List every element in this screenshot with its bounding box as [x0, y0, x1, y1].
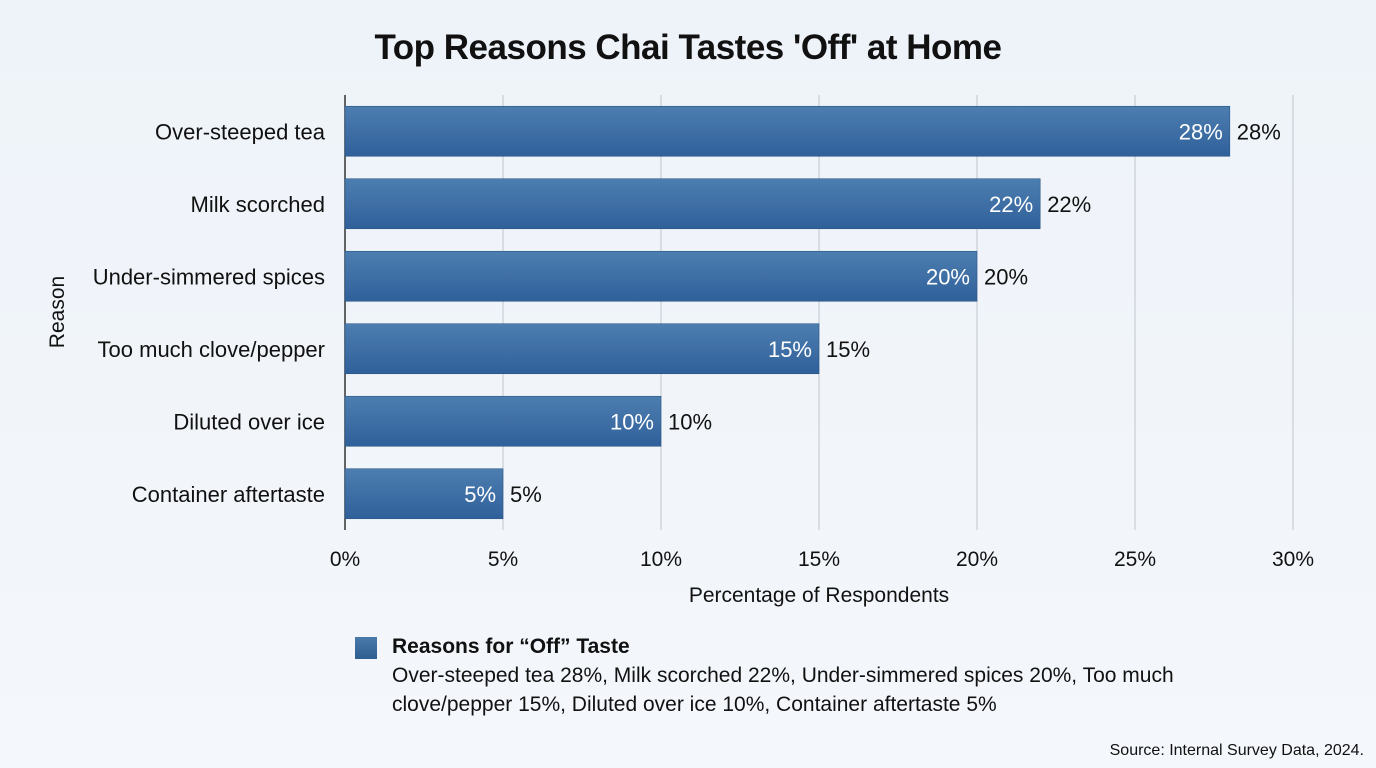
y-tick-label: Over-steeped tea: [155, 119, 326, 144]
bar-inner-label: 10%: [610, 409, 654, 434]
bar-data-label: 22%: [1047, 192, 1091, 217]
bar: [344, 178, 1041, 230]
bar-inner-label: 5%: [464, 482, 496, 507]
bar-inner-label: 22%: [989, 192, 1033, 217]
y-tick-label: Milk scorched: [191, 192, 325, 217]
bar-data-label: 15%: [826, 337, 870, 362]
y-tick-label: Too much clove/pepper: [98, 337, 325, 362]
bar: [344, 250, 978, 302]
bar: [344, 468, 504, 520]
bar-data-label: 28%: [1237, 119, 1281, 144]
x-axis-title: Percentage of Respondents: [689, 584, 949, 607]
x-tick-label: 15%: [798, 548, 840, 571]
bar-data-label: 20%: [984, 264, 1028, 289]
x-tick-label: 25%: [1114, 548, 1156, 571]
legend-title: Reasons for “Off” Taste: [392, 635, 630, 658]
y-axis-title: Reason: [46, 276, 69, 348]
x-tick-label: 30%: [1272, 548, 1314, 571]
y-tick-label: Container aftertaste: [132, 482, 325, 507]
x-tick-label: 20%: [956, 548, 998, 571]
x-tick-label: 5%: [488, 548, 518, 571]
bar-data-label: 5%: [510, 482, 542, 507]
bar-inner-label: 28%: [1179, 119, 1223, 144]
bar: [344, 105, 1231, 157]
chart-title: Top Reasons Chai Tastes 'Off' at Home: [374, 28, 1002, 67]
bar: [344, 395, 662, 447]
x-tick-label: 0%: [330, 548, 360, 571]
bar-inner-label: 20%: [926, 264, 970, 289]
source-note: Source: Internal Survey Data, 2024.: [1109, 742, 1364, 759]
bar-data-label: 10%: [668, 409, 712, 434]
legend-swatch: [355, 637, 377, 659]
y-tick-label: Diluted over ice: [173, 409, 325, 434]
bar-inner-label: 15%: [768, 337, 812, 362]
x-tick-label: 10%: [640, 548, 682, 571]
legend-description: Over-steeped tea 28%, Milk scorched 22%,…: [392, 664, 1174, 716]
bar: [344, 323, 820, 375]
y-tick-label: Under-simmered spices: [93, 264, 325, 289]
